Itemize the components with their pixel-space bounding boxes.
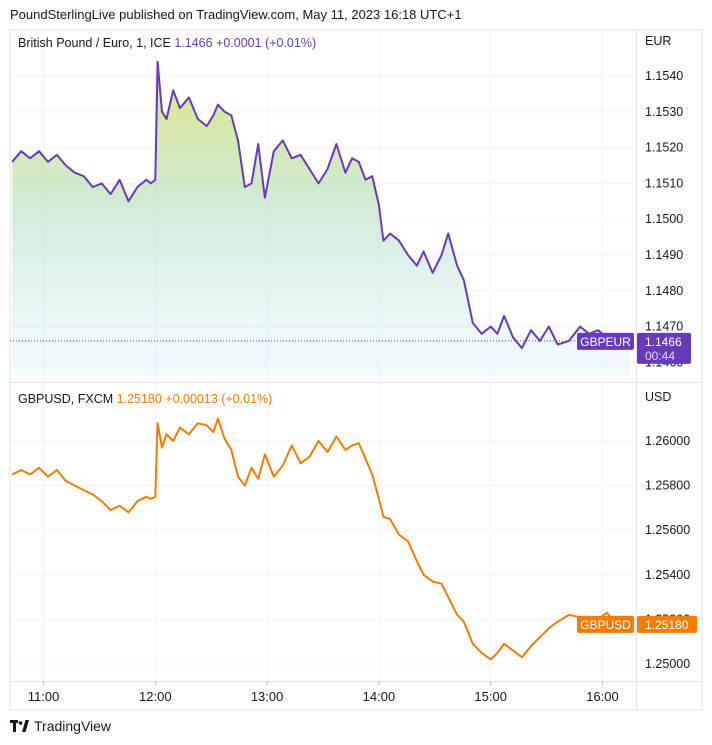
time-tick-label: 13:00 (251, 689, 284, 704)
gbpusd-legend-symbol: GBPUSD, FXCM (18, 392, 117, 406)
price-tick-label: 1.1540 (645, 69, 683, 83)
price-tick-label: 1.1490 (645, 248, 683, 262)
gbpeur-legend-symbol: British Pound / Euro, 1, ICE (18, 36, 174, 50)
gbpeur-legend[interactable]: British Pound / Euro, 1, ICE 1.1466 +0.0… (18, 36, 316, 50)
currency-label-eur: EUR (645, 34, 671, 48)
price-tick-label: 1.1530 (645, 105, 683, 119)
footer-brand[interactable]: TradingView (10, 718, 111, 734)
price-tick-label: 1.25800 (645, 479, 690, 493)
currency-label-usd: USD (645, 390, 671, 404)
gbpusd-price-badge-value: 1.25180 (645, 618, 689, 632)
time-tick-label: 12:00 (139, 689, 172, 704)
gbpeur-countdown: 00:44 (645, 349, 675, 363)
gbpeur-area-fill (12, 61, 631, 376)
gbpeur-legend-values: 1.1466 +0.0001 (+0.01%) (174, 36, 316, 50)
series-line-layer (10, 60, 631, 661)
gbpeur-price-badge-value: 1.1466 (645, 335, 682, 349)
price-tick-label: 1.1520 (645, 141, 683, 155)
price-tick-label: 1.1470 (645, 320, 683, 334)
price-tick-label: 1.25600 (645, 523, 690, 537)
price-tick-label: 1.1510 (645, 176, 683, 190)
gbpusd-name-badge-label: GBPUSD (580, 618, 631, 632)
price-tick-label: 1.25000 (645, 657, 690, 671)
time-tick-label: 14:00 (363, 689, 396, 704)
time-tick-label: 11:00 (28, 689, 60, 704)
price-tick-label: 1.26000 (645, 434, 690, 448)
gbpeur-area-layer (12, 61, 631, 376)
gbpusd-legend[interactable]: GBPUSD, FXCM 1.25180 +0.00013 (+0.01%) (18, 392, 272, 406)
gbpusd-legend-values: 1.25180 +0.00013 (+0.01%) (117, 392, 273, 406)
time-tick-label: 16:00 (586, 689, 619, 704)
gbpeur-price-badge (637, 332, 691, 364)
price-tick-label: 1.1500 (645, 212, 683, 226)
gbpeur-series-line[interactable] (11, 60, 631, 350)
gbpusd-name-badge (577, 615, 634, 633)
gbpeur-name-badge (577, 332, 634, 350)
legend-layer: British Pound / Euro, 1, ICE 1.1466 +0.0… (18, 36, 316, 406)
time-tick-label: 15:00 (474, 689, 507, 704)
gbpusd-series-line[interactable] (11, 417, 631, 661)
gbpeur-name-badge-label: GBPEUR (580, 335, 631, 349)
price-tick-label: 1.1480 (645, 284, 683, 298)
price-tick-label: 1.25400 (645, 568, 690, 582)
gbpusd-price-badge (637, 615, 697, 633)
chart-frame (9, 29, 703, 711)
footer-brand-label: TradingView (34, 718, 112, 734)
tradingview-logo-icon (10, 720, 29, 732)
pane-borders (9, 29, 703, 711)
publisher-caption: PoundSterlingLive published on TradingVi… (10, 7, 462, 22)
